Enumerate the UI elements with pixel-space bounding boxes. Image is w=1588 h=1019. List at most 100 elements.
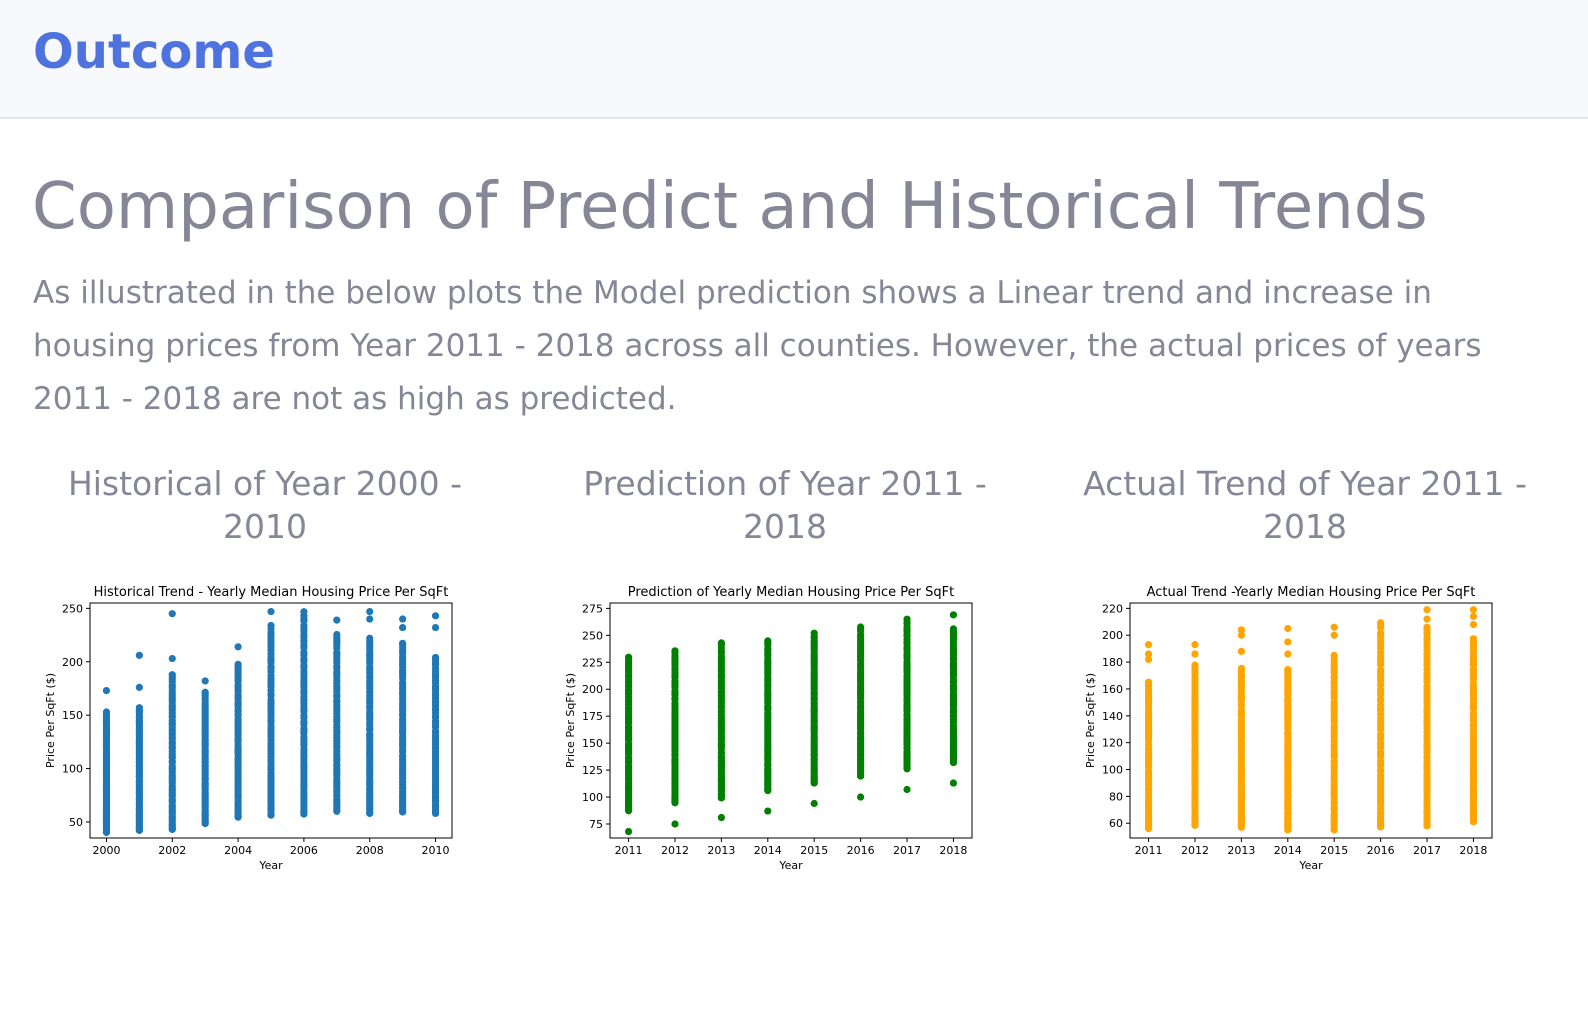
data-point bbox=[366, 634, 374, 642]
x-axis-label: Year bbox=[258, 859, 283, 872]
data-point bbox=[717, 639, 725, 647]
data-point bbox=[949, 625, 958, 633]
data-point bbox=[234, 660, 242, 668]
data-point bbox=[135, 651, 143, 659]
plot-frame bbox=[609, 602, 973, 839]
historical-scatter-chart: Historical Trend - Yearly Median Housing… bbox=[44, 585, 453, 872]
y-tick-label: 125 bbox=[582, 764, 603, 777]
data-point bbox=[1284, 638, 1292, 646]
data-point bbox=[1377, 619, 1385, 627]
data-point bbox=[810, 629, 818, 637]
data-point bbox=[1423, 623, 1431, 631]
data-point bbox=[857, 793, 865, 801]
data-point bbox=[1469, 612, 1478, 621]
data-point bbox=[1284, 665, 1292, 674]
data-points bbox=[624, 611, 958, 836]
data-point bbox=[1377, 629, 1385, 637]
y-tick-label: 120 bbox=[1102, 737, 1123, 750]
data-point bbox=[234, 643, 242, 651]
x-tick-label: 2014 bbox=[754, 844, 782, 857]
data-point bbox=[1284, 624, 1292, 633]
x-tick-label: 2013 bbox=[707, 844, 735, 857]
data-point bbox=[399, 623, 407, 632]
data-point bbox=[1330, 623, 1338, 631]
panel-heading-actual: Actual Trend of Year 2011 - 2018 bbox=[1083, 464, 1527, 546]
data-point bbox=[624, 653, 633, 661]
data-point bbox=[624, 827, 633, 836]
data-point bbox=[431, 653, 440, 662]
x-tick-label: 2000 bbox=[92, 844, 120, 857]
chart-title: Actual Trend -Yearly Median Housing Pric… bbox=[1147, 585, 1476, 600]
x-tick-label: 2018 bbox=[939, 844, 967, 857]
data-point bbox=[1237, 626, 1245, 634]
data-point bbox=[1144, 655, 1153, 663]
y-tick-label: 140 bbox=[1102, 710, 1123, 723]
data-points bbox=[1144, 606, 1478, 834]
y-tick-label: 160 bbox=[1102, 683, 1123, 696]
data-point bbox=[1377, 666, 1385, 674]
x-tick-label: 2002 bbox=[158, 844, 186, 857]
data-point bbox=[399, 615, 407, 623]
data-point bbox=[1191, 641, 1199, 649]
y-tick-label: 200 bbox=[62, 656, 83, 669]
x-tick-label: 2015 bbox=[1320, 844, 1348, 857]
y-tick-label: 150 bbox=[582, 737, 603, 750]
data-point bbox=[1144, 678, 1153, 686]
x-tick-label: 2011 bbox=[1135, 844, 1163, 857]
data-point bbox=[1423, 606, 1431, 614]
prediction-scatter-chart: Prediction of Yearly Median Housing Pric… bbox=[564, 585, 973, 872]
x-tick-label: 2012 bbox=[661, 844, 689, 857]
data-point bbox=[135, 704, 143, 712]
y-tick-label: 200 bbox=[1102, 629, 1123, 642]
data-point bbox=[764, 637, 772, 645]
y-tick-label: 50 bbox=[69, 816, 83, 829]
data-point bbox=[201, 688, 209, 696]
plot-frame bbox=[1129, 602, 1493, 839]
data-point bbox=[1237, 631, 1245, 639]
data-point bbox=[366, 607, 374, 616]
data-point bbox=[1469, 635, 1478, 643]
x-tick-label: 2018 bbox=[1459, 844, 1487, 857]
y-tick-label: 220 bbox=[1102, 602, 1123, 615]
x-tick-label: 2004 bbox=[224, 844, 252, 857]
x-tick-label: 2014 bbox=[1274, 844, 1302, 857]
data-point bbox=[267, 621, 275, 630]
data-point bbox=[764, 807, 772, 815]
y-tick-label: 75 bbox=[589, 818, 603, 831]
y-tick-label: 60 bbox=[1109, 817, 1123, 830]
data-point bbox=[949, 779, 958, 787]
x-tick-label: 2016 bbox=[1367, 844, 1395, 857]
panel-heading-historical: Historical of Year 2000 - 2010 bbox=[67, 464, 463, 546]
page-title: Comparison of Predict and Historical Tre… bbox=[32, 170, 1428, 244]
data-point bbox=[1469, 620, 1478, 629]
chart-title: Historical Trend - Yearly Median Housing… bbox=[94, 585, 449, 600]
top-navbar: Outcome bbox=[0, 0, 1588, 119]
data-point bbox=[333, 616, 341, 624]
x-tick-label: 2017 bbox=[893, 844, 921, 857]
y-tick-label: 80 bbox=[1109, 790, 1123, 803]
page-description: As illustrated in the below plots the Mo… bbox=[33, 275, 1482, 417]
y-tick-label: 100 bbox=[62, 763, 83, 776]
data-point bbox=[201, 677, 209, 685]
x-axis-label: Year bbox=[778, 859, 803, 872]
data-point bbox=[168, 654, 176, 663]
x-tick-label: 2017 bbox=[1413, 844, 1441, 857]
data-point bbox=[1237, 664, 1245, 672]
data-point bbox=[671, 820, 679, 828]
data-point bbox=[671, 647, 679, 655]
brand-title[interactable]: Outcome bbox=[33, 24, 275, 80]
data-point bbox=[1237, 647, 1245, 655]
data-point bbox=[431, 612, 440, 620]
data-point bbox=[1330, 651, 1338, 659]
x-tick-label: 2016 bbox=[847, 844, 875, 857]
data-point bbox=[903, 615, 911, 623]
data-point bbox=[810, 799, 818, 808]
data-point bbox=[1423, 615, 1431, 623]
x-tick-label: 2012 bbox=[1181, 844, 1209, 857]
data-point bbox=[857, 623, 865, 631]
x-axis-label: Year bbox=[1298, 859, 1323, 872]
y-tick-label: 250 bbox=[582, 629, 603, 642]
data-point bbox=[1330, 631, 1338, 639]
data-point bbox=[102, 708, 111, 716]
data-point bbox=[168, 610, 176, 618]
